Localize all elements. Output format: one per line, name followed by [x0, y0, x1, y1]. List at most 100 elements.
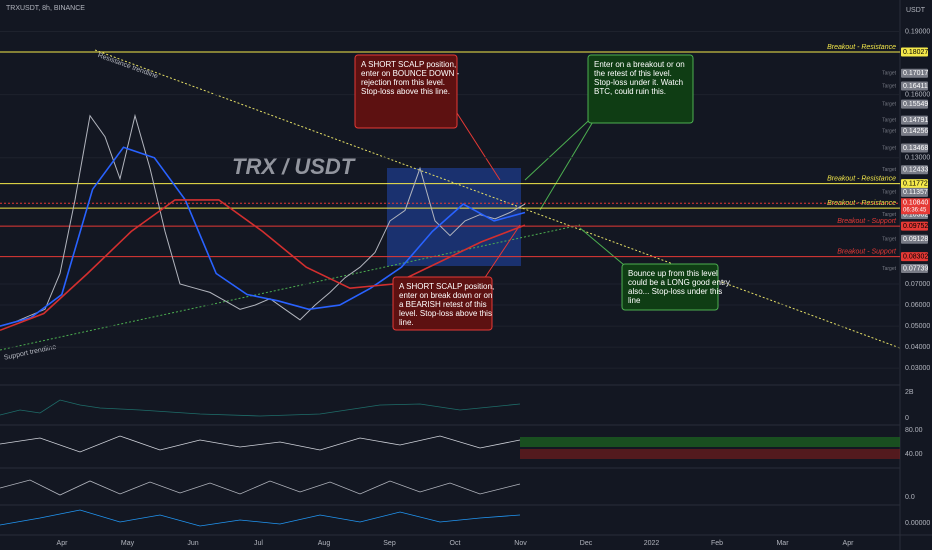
- price-tag-label: 0.15549: [903, 101, 928, 108]
- current-tag: [901, 198, 930, 215]
- current-tag-label: 0.10840: [903, 200, 928, 207]
- annotation-text: level. Stop-loss above this: [399, 309, 492, 318]
- stoch-line: [0, 479, 521, 496]
- price-tag: [901, 187, 928, 197]
- annotation-box: [354, 54, 458, 129]
- price-tag: [901, 99, 928, 109]
- target-note: Target: [882, 145, 897, 151]
- price-tag: [901, 252, 928, 262]
- indicator-label: 0.0: [905, 494, 915, 501]
- x-tick-label: Oct: [450, 540, 461, 547]
- price-tag-label: 0.09752: [903, 223, 928, 230]
- x-tick-label: Nov: [514, 540, 527, 547]
- x-tick-label: Mar: [776, 540, 789, 547]
- series-line: [0, 146, 526, 327]
- pointer: [454, 109, 501, 181]
- annotation-box: [587, 54, 694, 124]
- series-line: [0, 113, 526, 327]
- level-note: Breakout - Resistance: [827, 44, 896, 51]
- x-tick-label: Apr: [57, 540, 69, 547]
- annotation-box: [392, 276, 493, 331]
- macd-line: [0, 509, 521, 527]
- rsi-line: [0, 435, 521, 453]
- annotation-text: could be a LONG good entry: [628, 278, 730, 287]
- price-tag: [901, 126, 928, 136]
- annotation-text: Stop-loss above this line.: [361, 87, 450, 96]
- target-note: Target: [882, 212, 897, 218]
- y-tick-label: 0.07000: [905, 281, 930, 288]
- annotation-text: the retest of this level.: [594, 69, 672, 78]
- pointer: [479, 224, 521, 286]
- annotation-text: enter on break down or on: [399, 291, 492, 300]
- annotation-text: also... Stop-loss under this: [628, 287, 722, 296]
- annotation-box: [621, 263, 719, 311]
- price-tag: [901, 81, 928, 91]
- y-tick-label: 0.13000: [905, 155, 930, 162]
- annotation-text: Enter on a breakout or on: [594, 60, 685, 69]
- symbol: TRXUSDT, 8h, BINANCE: [6, 5, 85, 12]
- level-note: Breakout - Support: [837, 218, 897, 225]
- price-tag-label: 0.14256: [903, 128, 928, 135]
- y-tick-label: 0.03000: [905, 365, 930, 372]
- price-tag-label: 0.18027: [903, 49, 928, 56]
- target-note: Target: [882, 190, 897, 196]
- x-tick-label: May: [121, 540, 135, 547]
- support-trendline: [0, 224, 581, 351]
- annotation-text: Stop-loss under it. Watch: [594, 78, 683, 87]
- target-note: Target: [882, 237, 897, 243]
- rsi-band: [520, 449, 900, 459]
- series-line: [0, 199, 526, 332]
- x-tick-label: Sep: [383, 540, 396, 547]
- y-tick-label: 0.04000: [905, 344, 930, 351]
- annotation-text: rejection from this level.: [361, 78, 445, 87]
- pointer: [579, 227, 631, 271]
- annotation-text: a BEARISH retest of this: [399, 300, 487, 309]
- price-tag: [901, 47, 928, 57]
- price-tag-label: 0.07739: [903, 265, 928, 272]
- target-note: Target: [882, 117, 897, 123]
- price-tag-label: 0.13468: [903, 145, 928, 152]
- annotation-text: BTC, could ruin this.: [594, 87, 666, 96]
- y-tick-label: 0.16000: [905, 92, 930, 99]
- indicator-label: 40.00: [905, 451, 923, 458]
- x-tick-label: Aug: [318, 540, 331, 547]
- annotation-text: Bounce up from this level: [628, 269, 718, 278]
- x-tick-label: 2022: [644, 540, 660, 547]
- currency: USDT: [906, 7, 926, 14]
- price-tag: [901, 221, 928, 231]
- target-note: Target: [882, 167, 897, 173]
- price-tag-label: 0.09128: [903, 236, 928, 243]
- price-tag: [901, 179, 928, 189]
- price-tag: [901, 143, 928, 153]
- y-tick-label: 0.05000: [905, 323, 930, 330]
- y-tick-label: 0.19000: [905, 28, 930, 35]
- x-tick-label: Jul: [254, 540, 263, 547]
- price-tag-label: 0.12433: [903, 167, 928, 174]
- price-tag: [901, 115, 928, 125]
- pointer: [539, 109, 601, 211]
- annotation-text: A SHORT SCALP position,: [399, 282, 494, 291]
- x-tick-label: Feb: [711, 540, 723, 547]
- price-tag: [901, 68, 928, 78]
- indicator-label: 2B: [905, 389, 914, 396]
- resistance-trendline: [94, 49, 901, 349]
- y-tick-label: 0.06000: [905, 302, 930, 309]
- price-tag: [901, 234, 928, 244]
- indicator-label: 0: [905, 415, 909, 422]
- target-note: Target: [882, 71, 897, 77]
- indicator-label: 80.00: [905, 427, 923, 434]
- level-note: Breakout - Resistance: [827, 175, 896, 182]
- x-tick-label: Dec: [580, 540, 593, 547]
- x-tick-label: Apr: [843, 540, 855, 547]
- countdown: 06:36:45: [903, 207, 927, 213]
- price-tag-label: 0.16411: [903, 83, 928, 90]
- price-tag-label: 0.08302: [903, 253, 928, 260]
- price-tag: [901, 165, 928, 175]
- price-tag-label: 0.10302: [903, 211, 928, 218]
- rsi-band: [520, 437, 900, 447]
- price-tag-label: 0.17017: [903, 70, 928, 77]
- price-tag-label: 0.11772: [903, 180, 928, 187]
- target-note: Target: [882, 101, 897, 107]
